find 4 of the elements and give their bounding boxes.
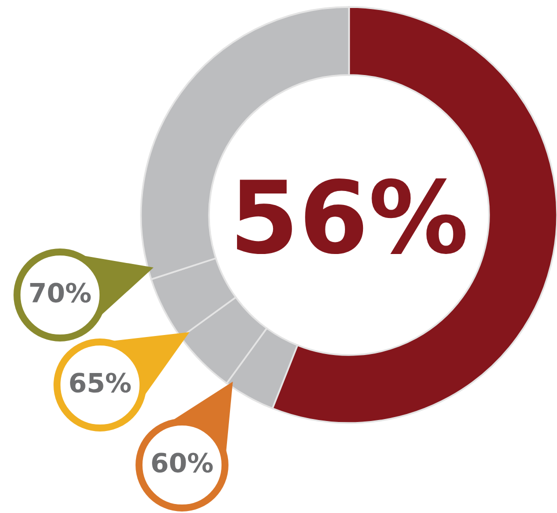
text: 70% bbox=[30, 282, 91, 303]
text: 65% bbox=[70, 372, 131, 393]
text: 56% bbox=[237, 178, 466, 254]
text: 60% bbox=[152, 452, 213, 473]
